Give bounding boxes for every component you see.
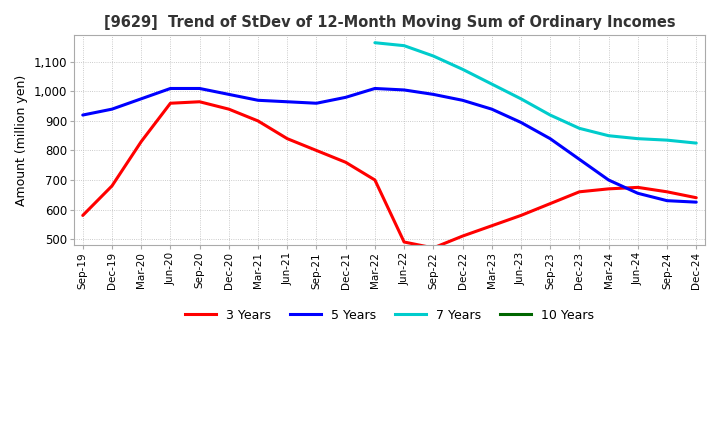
Line: 5 Years: 5 Years bbox=[83, 88, 696, 202]
5 Years bbox=[634, 191, 642, 196]
7 Years bbox=[487, 81, 496, 87]
3 Years bbox=[341, 160, 350, 165]
5 Years bbox=[341, 95, 350, 100]
5 Years bbox=[517, 120, 526, 125]
3 Years bbox=[546, 201, 554, 206]
5 Years bbox=[546, 136, 554, 141]
5 Years bbox=[195, 86, 204, 91]
5 Years bbox=[108, 106, 117, 112]
3 Years bbox=[487, 223, 496, 228]
3 Years bbox=[429, 245, 438, 250]
3 Years bbox=[634, 185, 642, 190]
3 Years bbox=[283, 136, 292, 141]
Line: 3 Years: 3 Years bbox=[83, 102, 696, 248]
Y-axis label: Amount (million yen): Amount (million yen) bbox=[15, 74, 28, 206]
5 Years bbox=[487, 106, 496, 112]
5 Years bbox=[400, 87, 408, 92]
3 Years bbox=[692, 195, 701, 200]
3 Years bbox=[253, 118, 262, 124]
Title: [9629]  Trend of StDev of 12-Month Moving Sum of Ordinary Incomes: [9629] Trend of StDev of 12-Month Moving… bbox=[104, 15, 675, 30]
7 Years bbox=[517, 96, 526, 102]
5 Years bbox=[575, 157, 584, 162]
7 Years bbox=[429, 53, 438, 59]
3 Years bbox=[108, 183, 117, 189]
3 Years bbox=[458, 234, 467, 239]
5 Years bbox=[312, 101, 321, 106]
5 Years bbox=[458, 98, 467, 103]
7 Years bbox=[371, 40, 379, 45]
5 Years bbox=[429, 92, 438, 97]
5 Years bbox=[78, 112, 87, 117]
3 Years bbox=[371, 177, 379, 183]
7 Years bbox=[400, 43, 408, 48]
5 Years bbox=[166, 86, 175, 91]
5 Years bbox=[253, 98, 262, 103]
3 Years bbox=[195, 99, 204, 104]
7 Years bbox=[458, 66, 467, 72]
Line: 7 Years: 7 Years bbox=[375, 43, 696, 143]
7 Years bbox=[575, 126, 584, 131]
3 Years bbox=[662, 189, 671, 194]
3 Years bbox=[225, 106, 233, 112]
Legend: 3 Years, 5 Years, 7 Years, 10 Years: 3 Years, 5 Years, 7 Years, 10 Years bbox=[180, 304, 599, 327]
3 Years bbox=[604, 186, 613, 191]
5 Years bbox=[604, 177, 613, 183]
3 Years bbox=[78, 213, 87, 218]
7 Years bbox=[604, 133, 613, 138]
7 Years bbox=[634, 136, 642, 141]
3 Years bbox=[166, 101, 175, 106]
7 Years bbox=[662, 138, 671, 143]
5 Years bbox=[283, 99, 292, 104]
3 Years bbox=[575, 189, 584, 194]
5 Years bbox=[137, 96, 145, 102]
7 Years bbox=[692, 140, 701, 146]
3 Years bbox=[137, 139, 145, 144]
5 Years bbox=[371, 86, 379, 91]
5 Years bbox=[692, 199, 701, 205]
5 Years bbox=[662, 198, 671, 203]
3 Years bbox=[517, 213, 526, 218]
3 Years bbox=[400, 239, 408, 245]
5 Years bbox=[225, 92, 233, 97]
3 Years bbox=[312, 148, 321, 153]
7 Years bbox=[546, 112, 554, 117]
